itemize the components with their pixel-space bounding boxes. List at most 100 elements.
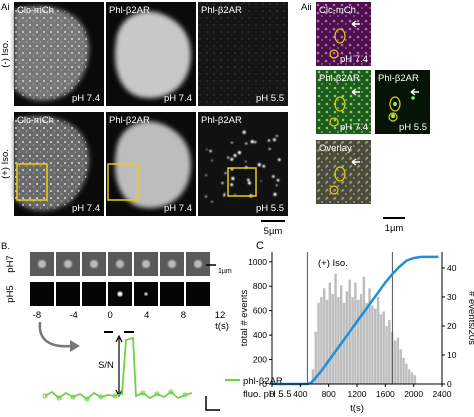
spot <box>221 181 224 185</box>
histogram-bar <box>399 349 402 384</box>
spot <box>227 156 230 159</box>
row-label: pH5 <box>5 285 16 302</box>
tile-label: Clc-mCh <box>17 115 54 126</box>
spot <box>275 184 278 187</box>
spot <box>233 153 237 157</box>
row-label: pH7 <box>5 255 16 272</box>
spot <box>230 141 233 144</box>
spot <box>116 260 124 268</box>
panel-b: B. pH7 pH5 1µm -8 -4 0 4 8 12 t(s) S/N phl-β2… <box>1 241 292 411</box>
trace-markers <box>42 389 188 402</box>
time-label: -4 <box>69 310 77 321</box>
row-label: (-) Iso. <box>0 40 11 67</box>
panel-label: Ai <box>1 2 9 13</box>
spot <box>275 134 278 137</box>
spot <box>211 159 213 162</box>
spot <box>247 181 252 185</box>
histogram-bar <box>328 282 332 384</box>
tile-label: pH 7.4 <box>340 122 368 133</box>
spot <box>224 172 227 175</box>
spot <box>237 151 242 155</box>
spot <box>250 140 254 144</box>
y-axis-label: total # events <box>239 289 250 346</box>
trace-markers <box>182 392 188 398</box>
micrograph: Clc-mCh pH 7.4 <box>14 112 104 216</box>
tile-label: Phl-β2AR <box>378 73 419 84</box>
histogram-bar <box>396 337 400 384</box>
y2-axis-label: # events/20s <box>466 291 474 345</box>
histogram-bar <box>354 282 357 384</box>
spot <box>267 139 271 142</box>
scale-label: 1µm <box>385 223 404 234</box>
cumulative-line <box>272 255 439 386</box>
time-label: 12 <box>215 310 226 321</box>
histogram-bar <box>323 288 326 384</box>
histogram-bar <box>402 357 405 384</box>
micrograph <box>205 130 281 203</box>
tile-label: Phl-β2AR <box>201 5 242 16</box>
trace <box>44 336 193 401</box>
histogram-bar <box>374 308 377 384</box>
micrograph: Clc-mCh pH 7.4 <box>14 2 104 106</box>
micrograph: Phl-β2AR pH 7.4 <box>106 2 196 106</box>
micrograph <box>334 166 346 182</box>
histogram-bar <box>334 273 337 384</box>
tile-label: Overlay <box>319 143 352 154</box>
histogram-bar <box>405 363 408 384</box>
annotation: (+) Iso. <box>318 258 348 269</box>
histogram-bar <box>357 299 360 384</box>
tile-label: pH 5.5 <box>399 122 427 133</box>
histogram-bar <box>342 302 346 384</box>
tile-label: Phl-β2AR <box>109 115 150 126</box>
histogram-bar <box>376 296 380 384</box>
histogram-bar <box>359 294 363 384</box>
time-axis: -8 -4 0 4 8 12 <box>33 310 226 321</box>
histogram-bar <box>320 296 323 384</box>
micrograph <box>390 113 396 119</box>
spot <box>273 192 277 196</box>
tile-label: pH 5.5 <box>256 203 284 214</box>
micrograph: Clc-mCh pH 7.4 <box>316 2 371 66</box>
histogram-bar <box>325 299 329 384</box>
trace-markers <box>154 391 160 397</box>
frame <box>82 282 106 306</box>
spot <box>234 193 236 196</box>
tile-label: Phl-β2AR <box>319 73 360 84</box>
panel-ai: Ai (-) Iso. (+) Iso. Clc-mCh pH 7.4 Phl-… <box>0 2 288 237</box>
arrow <box>115 334 123 398</box>
spot <box>205 174 207 177</box>
spot <box>254 140 257 144</box>
panel-aii: Aii Clc-mCh pH 7.4 Phl-β2AR pH 7.4 Phl-β… <box>301 2 430 234</box>
histogram-bar <box>382 311 385 384</box>
micrograph <box>375 70 430 134</box>
histogram-bar <box>314 331 317 384</box>
spot <box>247 178 250 182</box>
spot <box>230 157 234 161</box>
micrograph <box>316 70 371 134</box>
spot <box>117 291 123 297</box>
trace-markers <box>70 394 76 400</box>
y-tick-label: 800 <box>253 281 267 291</box>
spot <box>90 260 98 268</box>
histogram-bar <box>337 296 340 384</box>
y2-tick-label: 40 <box>447 263 457 273</box>
time-label: 8 <box>181 310 186 321</box>
panel-label: B. <box>1 241 10 252</box>
time-label: 0 <box>108 310 113 321</box>
histogram-bar <box>331 294 334 384</box>
tile-label: Clc-mCh <box>17 5 54 16</box>
y-tick-label: 1000 <box>248 257 267 267</box>
tile-label: Clc-mCh <box>319 5 356 16</box>
spot <box>38 260 46 268</box>
histogram-bar <box>317 302 320 384</box>
micrograph: Phl-β2AR pH 7.4 <box>316 70 371 134</box>
frame <box>186 282 210 306</box>
panel-label: C <box>256 240 264 252</box>
spot <box>209 149 212 153</box>
micrograph <box>351 88 360 96</box>
tile-label: Phl-β2AR <box>109 5 150 16</box>
x-tick-label: 2000 <box>404 389 423 399</box>
spot <box>260 180 262 182</box>
x-tick-label: 1200 <box>348 389 367 399</box>
spot <box>223 192 226 195</box>
